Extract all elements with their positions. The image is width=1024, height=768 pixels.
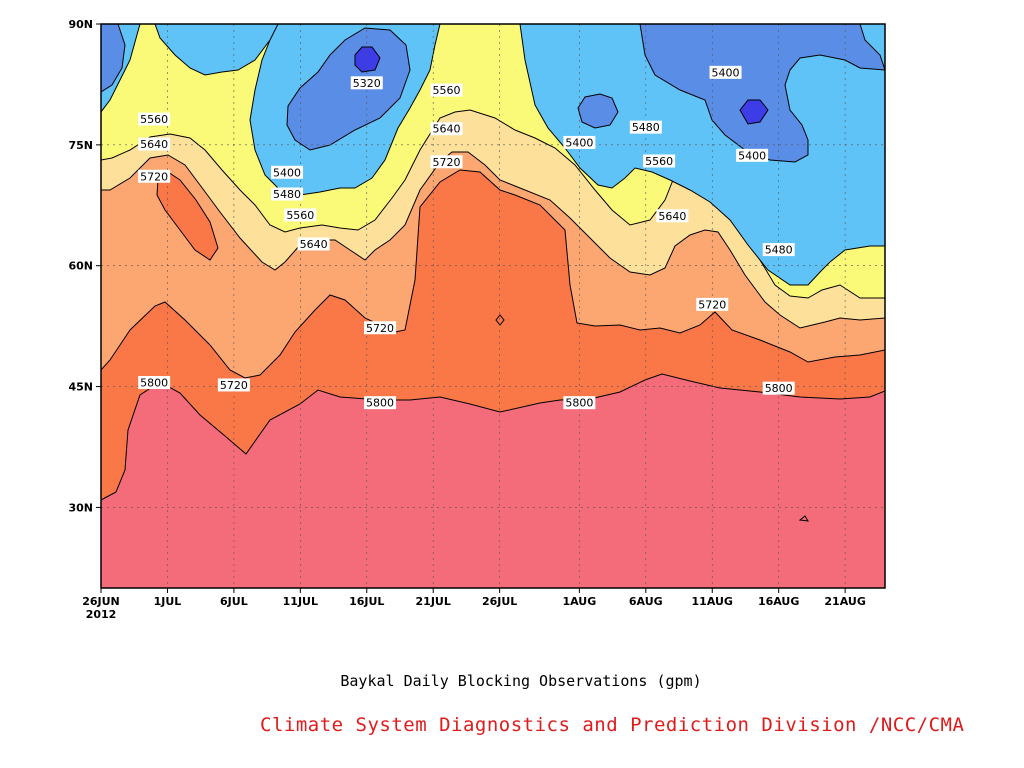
contour-label-box [736, 148, 769, 162]
y-tick-label: 45N [68, 381, 93, 394]
contour-label-box [138, 169, 171, 183]
contour-label-box [643, 154, 676, 168]
contour-label: 5720 [220, 379, 248, 392]
x-tick-label: 1AUG [562, 595, 596, 608]
contour-label-box [696, 297, 729, 311]
x-tick-label: 6AUG [629, 595, 663, 608]
x-tick-label: 11AUG [692, 595, 733, 608]
contour-label-box [629, 120, 662, 134]
band-5320-5400-b [639, 24, 885, 163]
x-tick-label: 26JUL [482, 595, 517, 608]
contour-label: 5480 [765, 244, 793, 257]
contour-label: 5640 [658, 210, 686, 223]
contour-label: 5640 [300, 238, 328, 251]
contour-label-box [271, 187, 304, 201]
contour-label: 5400 [738, 149, 766, 162]
contour-label: 5480 [632, 121, 660, 134]
chart-caption: Baykal Daily Blocking Observations (gpm) [340, 672, 702, 690]
contour-label-box [297, 237, 330, 251]
band-below-5320-b [739, 99, 769, 125]
y-axis: 30N 45N 60N 75N 90N [68, 18, 101, 514]
contour-label: 5800 [765, 382, 793, 395]
band-below-5320-a [354, 46, 381, 73]
contour-label-box [563, 135, 596, 149]
contour-label-box [364, 321, 397, 335]
contour-label-box [350, 76, 383, 90]
x-tick-label: 11JUL [283, 595, 318, 608]
contour-label-box [430, 155, 463, 169]
feature-small-diamond [495, 314, 505, 326]
x-tick-label: 16AUG [758, 595, 799, 608]
contour-label: 5800 [366, 397, 394, 410]
x-year-label: 2012 [86, 608, 117, 621]
contour-label: 5720 [366, 322, 394, 335]
contour-label-box [762, 243, 795, 257]
contour-label: 5800 [140, 377, 168, 390]
contour-label-box [217, 378, 250, 392]
contour-label-box [709, 65, 742, 79]
contour-label-box [364, 396, 397, 410]
contour-label-box [563, 396, 596, 410]
contour-label-box [430, 122, 463, 136]
x-tick-label: 1JUL [154, 595, 182, 608]
credit-line: Climate System Diagnostics and Predictio… [260, 714, 965, 736]
contour-label: 5400 [565, 136, 593, 149]
contour-label: 5400 [273, 166, 301, 179]
contour-label: 5560 [432, 84, 460, 97]
band-5720-5800-island [156, 171, 219, 261]
y-tick-label: 90N [68, 18, 93, 31]
contour-label-layer: 5320 5560 5640 5720 5400 5480 5560 5640 5560 5640… [138, 65, 795, 410]
contour-label-box [430, 83, 463, 97]
contour-label-box [284, 208, 317, 222]
x-tick-label: 21AUG [824, 595, 865, 608]
contour-label: 5720 [140, 170, 168, 183]
y-tick-label: 30N [68, 501, 93, 514]
band-5320-5400-d [101, 24, 126, 93]
x-tick-label: 6JUL [220, 595, 248, 608]
contour-label-box [138, 137, 171, 151]
contour-label-box [762, 381, 795, 395]
contour-label: 5800 [565, 397, 593, 410]
x-axis: 26JUN 1JUL 6JUL 11JUL 16JUL 21JUL 26JUL 1AUG 6AU… [82, 588, 866, 621]
x-tick-label: 21JUL [416, 595, 451, 608]
contour-label: 5720 [432, 156, 460, 169]
contour-label-box [138, 112, 171, 126]
x-tick-label: 16JUL [349, 595, 384, 608]
plot-frame [100, 23, 886, 589]
contour-label: 5560 [286, 209, 314, 222]
contour-label-box [271, 165, 304, 179]
y-tick-label: 60N [68, 260, 93, 273]
feature-small-triangle [798, 515, 809, 522]
contour-label: 5480 [273, 188, 301, 201]
contour-label: 5400 [712, 66, 740, 79]
contour-label: 5640 [432, 123, 460, 136]
contour-label: 5560 [140, 113, 168, 126]
contour-label: 5640 [140, 138, 168, 151]
contour-label: 5320 [353, 77, 381, 90]
contour-label-box [138, 376, 171, 390]
contour-fill-layer [101, 24, 885, 588]
contour-label-box [656, 209, 689, 223]
x-tick-label: 26JUN [82, 595, 120, 608]
contour-label: 5560 [645, 155, 673, 168]
band-5320-5400-c [577, 93, 619, 129]
y-tick-label: 75N [68, 139, 93, 152]
contour-label: 5720 [698, 298, 726, 311]
